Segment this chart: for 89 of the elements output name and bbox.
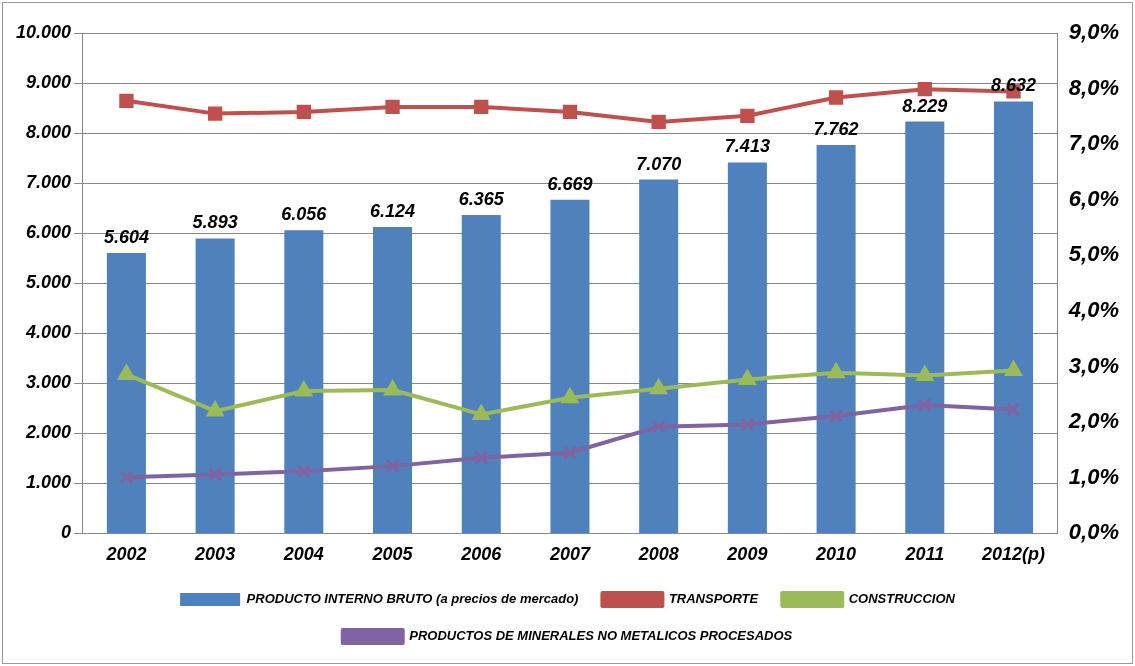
x-tick-label: 2010: [815, 544, 857, 565]
point: [207, 467, 223, 482]
legend-label: CONSTRUCCION: [848, 591, 956, 607]
y2-tick-label: 1,0%: [1068, 463, 1120, 489]
data-label: 6.124: [370, 200, 416, 221]
y-tick-label: 10.000: [15, 21, 72, 42]
legend-label: PRODUCTO INTERNO BRUTO (a precios de mercado): [246, 591, 579, 607]
point: [1005, 360, 1022, 376]
point: [295, 381, 313, 397]
x-tick-label: 2004: [282, 544, 324, 565]
bar: [373, 226, 413, 533]
x-tick-label: 2011: [904, 544, 945, 565]
y2-tick-label: 5,0%: [1068, 241, 1120, 267]
point: [651, 419, 666, 434]
y-tick-label: 8.000: [26, 122, 72, 143]
x-tick-label: 2002: [105, 544, 147, 565]
y-tick-label: 4.000: [25, 322, 72, 343]
y-tick-label: 5.000: [26, 272, 72, 293]
point: [385, 99, 400, 115]
x-tick-label: 2008: [637, 544, 679, 565]
x-tick-label: 2009: [726, 544, 768, 565]
data-label: 5.893: [192, 212, 238, 233]
bar: [461, 214, 501, 533]
y-tick-label: 0: [61, 522, 72, 543]
point: [474, 99, 489, 115]
x-tick-label: 2007: [548, 544, 591, 565]
x-tick-label: 2003: [194, 544, 236, 565]
bar: [639, 179, 679, 533]
bar: [905, 121, 945, 533]
point: [474, 450, 489, 465]
legend-label: PRODUCTOS DE MINERALES NO METALICOS PROCESADOS: [409, 628, 793, 644]
data-label: 8.229: [902, 95, 948, 116]
y2-tick-label: 6,0%: [1068, 185, 1120, 211]
point: [916, 366, 934, 381]
y-tick-label: 1.000: [26, 472, 72, 493]
y2-tick-label: 4,0%: [1067, 297, 1120, 323]
bar: [727, 162, 767, 533]
point: [562, 104, 578, 120]
point: [651, 114, 666, 130]
point: [207, 106, 223, 121]
bar: [284, 230, 324, 533]
legend-label: TRANSPORTE: [668, 591, 759, 607]
data-label: 7.762: [813, 118, 859, 139]
bar: [106, 252, 146, 533]
x-tick-label: 2005: [371, 544, 414, 565]
y2-tick-label: 3,0%: [1068, 352, 1120, 378]
point: [472, 404, 490, 420]
y-tick-label: 6.000: [26, 222, 72, 243]
bar: [816, 144, 856, 533]
point: [385, 458, 400, 474]
point: [650, 379, 668, 395]
point: [827, 363, 845, 379]
bar: [550, 199, 590, 533]
data-label: 7.070: [636, 153, 682, 174]
point: [740, 417, 755, 432]
data-label: 6.365: [458, 188, 505, 209]
bar: [993, 101, 1034, 533]
y2-tick-label: 0,0%: [1068, 519, 1120, 545]
point: [117, 364, 135, 380]
y2-tick-label: 9,0%: [1068, 19, 1120, 45]
y-tick-label: 7.000: [26, 172, 72, 193]
point: [828, 90, 844, 105]
data-label: 7.413: [724, 136, 770, 157]
y-tick-label: 3.000: [26, 372, 72, 393]
point: [296, 104, 311, 120]
point: [296, 463, 311, 479]
data-label: 6.056: [281, 204, 328, 225]
point: [828, 408, 844, 424]
point: [1006, 402, 1021, 417]
y2-tick-label: 7,0%: [1068, 130, 1120, 156]
y2-tick-label: 8,0%: [1068, 74, 1120, 100]
point: [206, 401, 224, 417]
point: [119, 93, 134, 108]
point: [562, 445, 578, 460]
point: [561, 388, 579, 404]
x-tick-label: 2006: [460, 544, 503, 565]
bar: [195, 238, 235, 533]
point: [917, 82, 932, 97]
point: [740, 108, 755, 123]
point: [738, 369, 756, 385]
point: [119, 470, 134, 485]
point: [384, 380, 401, 396]
x-tick-label: 2012(p): [980, 544, 1046, 565]
y-tick-label: 2.000: [25, 422, 72, 443]
data-label: 5.604: [103, 226, 149, 247]
y2-tick-label: 2,0%: [1067, 408, 1120, 434]
y-tick-label: 9.000: [26, 72, 72, 93]
point: [917, 397, 932, 413]
data-label: 6.669: [547, 173, 593, 194]
